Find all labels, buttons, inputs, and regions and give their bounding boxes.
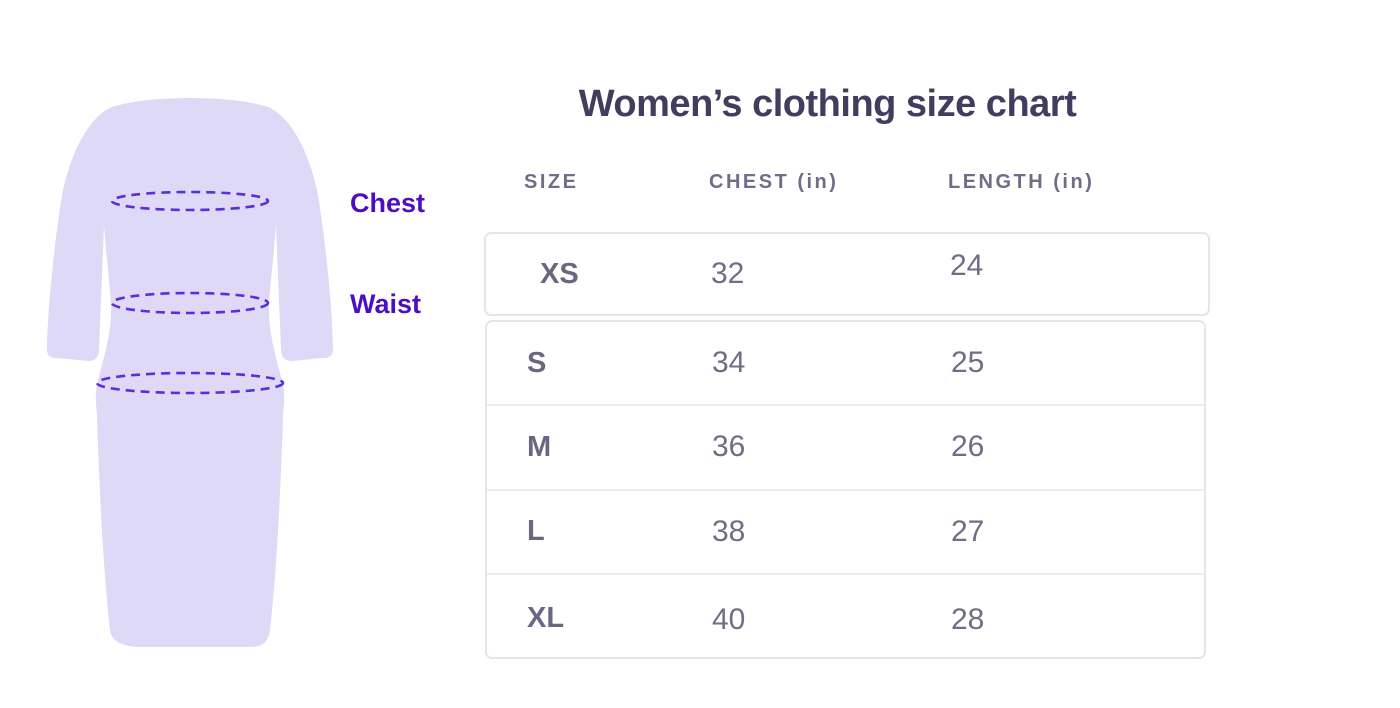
chest-line [110, 190, 270, 212]
chest-cell: 40 [712, 602, 746, 636]
table-row-xl: XL 40 28 [487, 572, 1204, 657]
table-header-row: SIZE CHEST (in) LENGTH (in) [484, 168, 1210, 196]
chest-cell: 34 [712, 346, 746, 380]
size-cell: M [527, 430, 552, 463]
length-cell: 26 [951, 430, 985, 464]
size-cell: L [527, 515, 545, 548]
hip-line [95, 371, 285, 395]
header-size: SIZE [524, 170, 579, 193]
chest-cell: 38 [712, 514, 746, 548]
size-chart-table: S 34 25 M 36 26 L 38 27 XL 40 28 [485, 320, 1206, 659]
header-chest: CHEST (in) [709, 170, 839, 193]
table-row-m: M 36 26 [487, 404, 1204, 488]
length-cell: 25 [951, 346, 985, 380]
dress-silhouette [46, 98, 334, 647]
size-cell: S [527, 346, 547, 379]
waist-line [110, 291, 270, 315]
table-row-xs: XS 32 24 [484, 232, 1210, 316]
length-cell: 24 [950, 249, 984, 282]
chest-cell: 32 [711, 257, 745, 290]
table-row-l: L 38 27 [487, 488, 1204, 573]
size-cell: XS [540, 257, 579, 290]
length-cell: 27 [951, 514, 985, 548]
size-cell: XL [527, 602, 565, 635]
table-row-s: S 34 25 [487, 322, 1204, 404]
waist-measure-label: Waist [350, 289, 422, 319]
header-length: LENGTH (in) [948, 170, 1095, 193]
chest-measure-label: Chest [350, 188, 426, 218]
length-cell: 28 [951, 602, 985, 636]
chest-cell: 36 [712, 430, 746, 464]
page-title: Women’s clothing size chart [578, 83, 1077, 125]
dress-illustration [46, 98, 334, 647]
